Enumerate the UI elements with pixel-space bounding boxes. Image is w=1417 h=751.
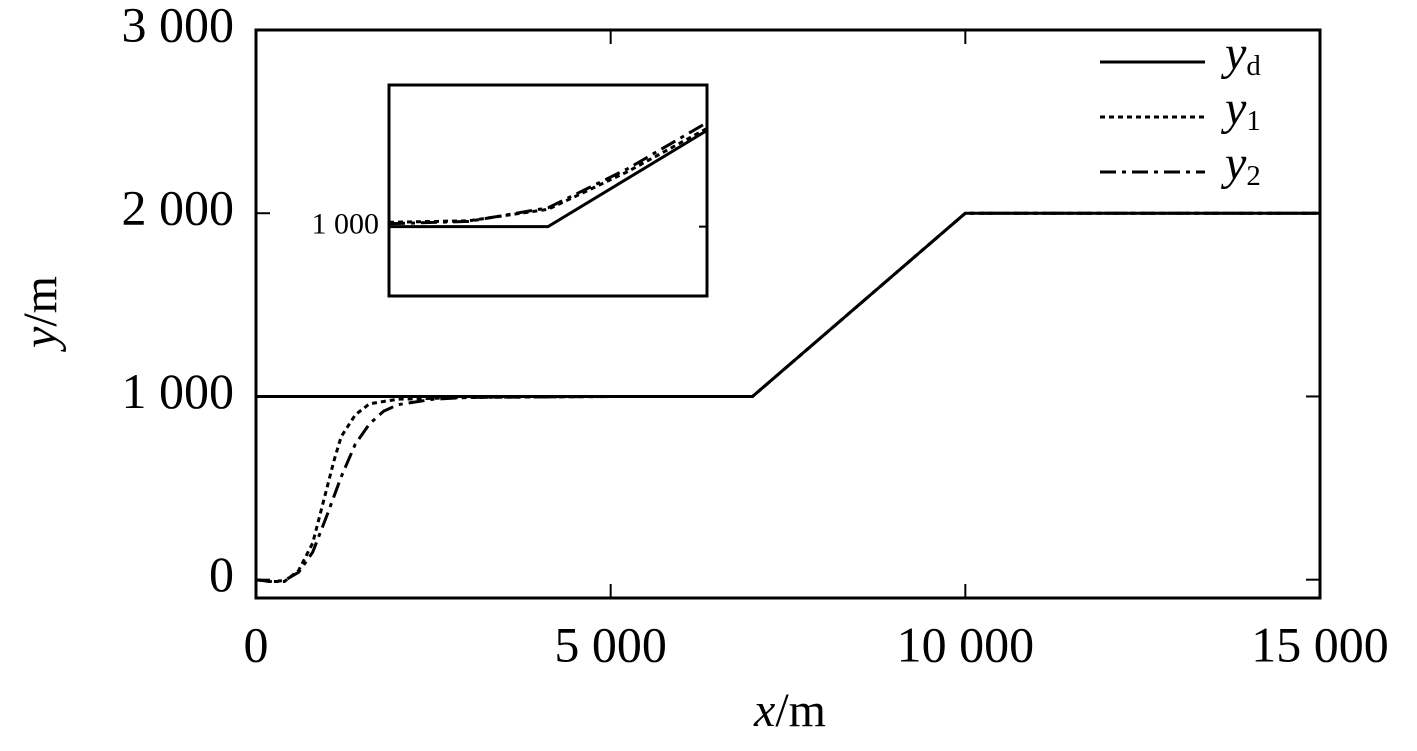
y-tick-label: 1 000 [312, 208, 380, 241]
plot-frame [387, 83, 709, 298]
x-tick-label: 0 [244, 616, 269, 672]
series-line [256, 211, 1320, 584]
plot-lines [389, 121, 707, 229]
y-tick-label: 0 [209, 546, 234, 602]
plot-lines [256, 211, 1320, 584]
x-tick-label: 10 000 [897, 616, 1035, 672]
plot-frame [254, 28, 1322, 600]
x-tick-label: 15 000 [1251, 616, 1389, 672]
y-tick-label: 2 000 [122, 180, 235, 236]
legend-label: y2 [1220, 137, 1261, 192]
x-tick-label: 5 000 [554, 616, 667, 672]
series-line [256, 211, 1320, 398]
y-axis-title: y/m [14, 276, 67, 353]
legend-label: y1 [1220, 82, 1261, 137]
y-tick-label: 3 000 [122, 0, 235, 52]
series-line [389, 129, 707, 229]
legend-label: yd [1220, 27, 1261, 82]
x-axis-title: x/m [753, 684, 826, 737]
y-tick-label: 1 000 [122, 363, 235, 419]
series-line [389, 121, 707, 226]
